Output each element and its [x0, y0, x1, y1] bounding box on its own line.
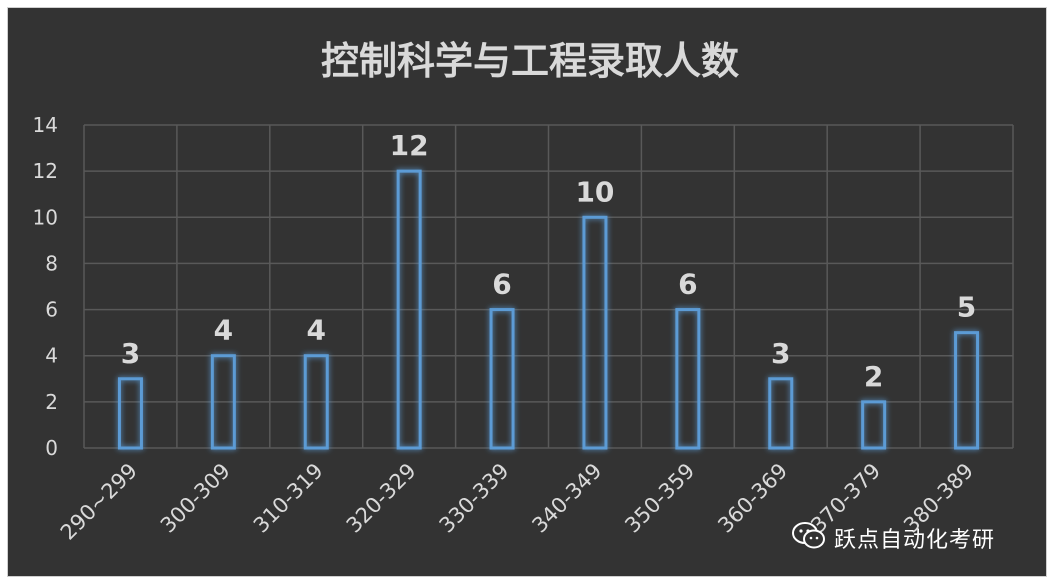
x-tick-label: 350-359	[620, 459, 699, 538]
data-label: 2	[864, 360, 883, 393]
bar	[303, 354, 329, 450]
bar	[489, 308, 515, 450]
wechat-icon	[792, 521, 826, 555]
x-tick-label: 310-319	[249, 459, 328, 538]
bar	[675, 308, 701, 450]
x-tick-label: 300-309	[156, 459, 235, 538]
bar	[954, 331, 980, 450]
x-tick-label: 320-329	[342, 459, 421, 538]
data-label: 6	[492, 268, 511, 301]
bar	[768, 377, 794, 450]
y-axis-tick-labels: 0 2 4 6 8 10 12 14	[33, 113, 58, 460]
x-tick-label: 330-339	[435, 459, 514, 538]
x-tick-label: 290~299	[56, 459, 142, 545]
data-label: 3	[771, 337, 790, 370]
data-label: 5	[957, 291, 976, 324]
data-label: 6	[678, 268, 697, 301]
x-tick-label: 340-349	[527, 459, 606, 538]
bar	[396, 169, 422, 450]
data-label: 4	[307, 314, 326, 347]
bar	[117, 377, 143, 450]
y-tick-label: 4	[45, 344, 58, 368]
data-label: 12	[390, 129, 429, 162]
watermark: 跃点自动化考研	[792, 522, 995, 554]
chart-frame	[7, 7, 1047, 577]
bars	[117, 169, 980, 450]
x-tick-label: 360-369	[713, 459, 792, 538]
bar	[861, 400, 887, 450]
watermark-text: 跃点自动化考研	[834, 528, 996, 553]
bar	[582, 215, 608, 450]
y-tick-label: 12	[33, 159, 58, 183]
chart-title: 控制科学与工程录取人数	[321, 39, 739, 83]
bar	[210, 354, 236, 450]
y-tick-label: 10	[33, 205, 58, 229]
data-label: 3	[121, 337, 140, 370]
y-tick-label: 14	[33, 113, 58, 137]
y-tick-label: 0	[45, 436, 58, 460]
data-label: 4	[214, 314, 233, 347]
y-tick-label: 2	[45, 390, 58, 414]
data-labels: 3 4 4 12 6 10 6 3 2 5	[121, 129, 977, 393]
y-tick-label: 8	[45, 251, 58, 275]
data-label: 10	[575, 175, 614, 208]
gridlines	[83, 124, 1014, 449]
y-tick-label: 6	[45, 298, 58, 322]
